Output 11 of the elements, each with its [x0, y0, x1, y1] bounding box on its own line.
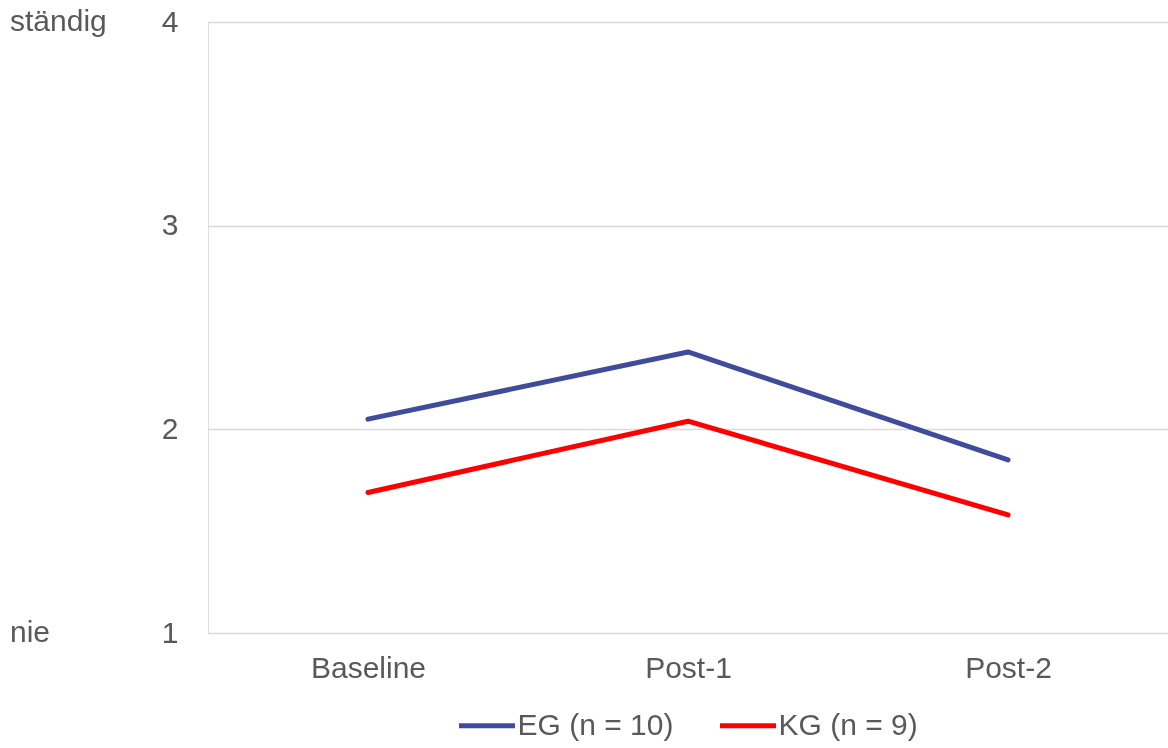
x-tick-label: Baseline — [310, 650, 427, 684]
legend-label: KG (n = 9) — [778, 707, 918, 741]
y-tick-label: 2 — [161, 411, 179, 445]
text: ständig — [10, 4, 107, 37]
x-tick-label: Post-1 — [645, 650, 732, 684]
y-tick-label: 1 — [161, 615, 179, 649]
y-tick-label: 4 — [161, 4, 179, 38]
x-tick-label: Post-2 — [965, 650, 1052, 684]
text: nie — [10, 615, 51, 648]
y-tick-label: 3 — [161, 208, 179, 242]
legend-label: EG (n = 10) — [517, 707, 674, 741]
